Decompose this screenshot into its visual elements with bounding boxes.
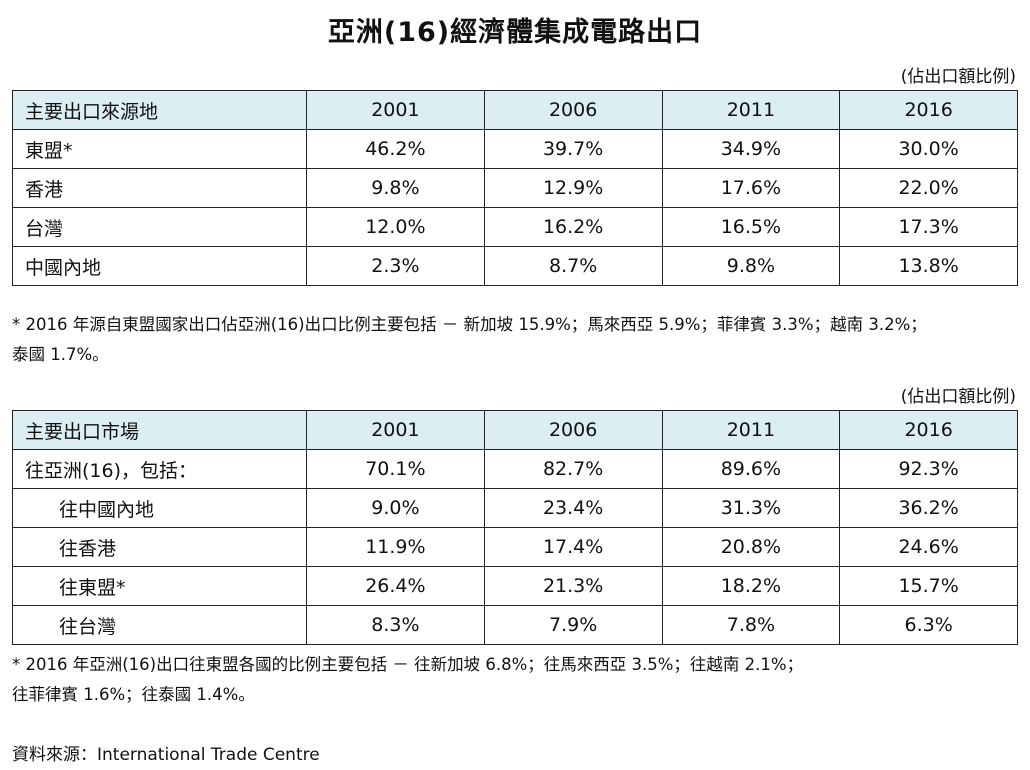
column-header: 主要出口市場 bbox=[12, 410, 307, 450]
table-cell: 16.2% bbox=[483, 207, 663, 247]
table-cell: 2.3% bbox=[306, 246, 485, 286]
table-row: 香港 9.8% 12.9% 17.6% 22.0% bbox=[12, 168, 1018, 208]
table-cell: 17.6% bbox=[661, 168, 841, 208]
table-cell: 7.9% bbox=[483, 605, 663, 645]
row-label: 往香港 bbox=[12, 527, 307, 567]
table-row: 往台灣 8.3% 7.9% 7.8% 6.3% bbox=[12, 605, 1018, 645]
row-label: 往亞洲(16)，包括： bbox=[12, 449, 307, 489]
table1-footnote: * 2016 年源自東盟國家出口佔亞洲(16)出口比例主要包括 － 新加坡 15… bbox=[12, 310, 1022, 370]
source-note: 資料來源：International Trade Centre bbox=[12, 745, 320, 765]
table2-unit-label: (佔出口額比例) bbox=[900, 387, 1016, 407]
table-cell: 12.9% bbox=[483, 168, 663, 208]
table-cell: 8.3% bbox=[306, 605, 485, 645]
table-cell: 20.8% bbox=[661, 527, 841, 567]
table-cell: 82.7% bbox=[483, 449, 663, 489]
table-row: 中國內地 2.3% 8.7% 9.8% 13.8% bbox=[12, 246, 1018, 286]
row-label: 往東盟* bbox=[12, 566, 307, 606]
row-label: 台灣 bbox=[12, 207, 307, 247]
column-header: 2011 bbox=[661, 410, 841, 450]
table-cell: 16.5% bbox=[661, 207, 841, 247]
column-header: 2006 bbox=[483, 410, 663, 450]
table-row: 東盟* 46.2% 39.7% 34.9% 30.0% bbox=[12, 129, 1018, 169]
column-header: 2001 bbox=[306, 410, 485, 450]
column-header: 2016 bbox=[839, 410, 1018, 450]
column-header: 2016 bbox=[839, 90, 1018, 130]
table-cell: 70.1% bbox=[306, 449, 485, 489]
row-label: 香港 bbox=[12, 168, 307, 208]
table-cell: 23.4% bbox=[483, 488, 663, 528]
table-cell: 17.3% bbox=[839, 207, 1018, 247]
table-cell: 11.9% bbox=[306, 527, 485, 567]
column-header: 2001 bbox=[306, 90, 485, 130]
table-cell: 9.8% bbox=[661, 246, 841, 286]
table1-unit-label: (佔出口額比例) bbox=[900, 67, 1016, 87]
table-cell: 6.3% bbox=[839, 605, 1018, 645]
table-header-row: 主要出口市場 2001 2006 2011 2016 bbox=[12, 410, 1018, 450]
table-row: 往香港 11.9% 17.4% 20.8% 24.6% bbox=[12, 527, 1018, 567]
table-cell: 17.4% bbox=[483, 527, 663, 567]
table-cell: 15.7% bbox=[839, 566, 1018, 606]
table2-footnote: * 2016 年亞洲(16)出口往東盟各國的比例主要包括 － 往新加坡 6.8%… bbox=[12, 650, 1022, 710]
table-header-row: 主要出口來源地 2001 2006 2011 2016 bbox=[12, 90, 1018, 130]
table-cell: 18.2% bbox=[661, 566, 841, 606]
table-cell: 26.4% bbox=[306, 566, 485, 606]
table-cell: 21.3% bbox=[483, 566, 663, 606]
footnote-line: * 2016 年源自東盟國家出口佔亞洲(16)出口比例主要包括 － 新加坡 15… bbox=[12, 315, 927, 334]
export-market-table: 主要出口市場 2001 2006 2011 2016 往亞洲(16)，包括： 7… bbox=[12, 410, 1018, 645]
table-cell: 8.7% bbox=[483, 246, 663, 286]
table-cell: 12.0% bbox=[306, 207, 485, 247]
export-source-table: 主要出口來源地 2001 2006 2011 2016 東盟* 46.2% 39… bbox=[12, 90, 1018, 286]
table-row: 台灣 12.0% 16.2% 16.5% 17.3% bbox=[12, 207, 1018, 247]
column-header: 主要出口來源地 bbox=[12, 90, 307, 130]
table-cell: 24.6% bbox=[839, 527, 1018, 567]
column-header: 2011 bbox=[661, 90, 841, 130]
footnote-line: 往菲律賓 1.6%；往泰國 1.4%。 bbox=[12, 685, 255, 704]
table-cell: 13.8% bbox=[839, 246, 1018, 286]
table-cell: 34.9% bbox=[661, 129, 841, 169]
page-title: 亞洲(16)經濟體集成電路出口 bbox=[327, 17, 703, 48]
table-cell: 39.7% bbox=[483, 129, 663, 169]
table-cell: 9.0% bbox=[306, 488, 485, 528]
row-label: 往中國內地 bbox=[12, 488, 307, 528]
table-cell: 30.0% bbox=[839, 129, 1018, 169]
table-cell: 92.3% bbox=[839, 449, 1018, 489]
table-row: 往亞洲(16)，包括： 70.1% 82.7% 89.6% 92.3% bbox=[12, 449, 1018, 489]
table-cell: 89.6% bbox=[661, 449, 841, 489]
row-label: 東盟* bbox=[12, 129, 307, 169]
table-cell: 46.2% bbox=[306, 129, 485, 169]
table-cell: 31.3% bbox=[661, 488, 841, 528]
row-label: 往台灣 bbox=[12, 605, 307, 645]
table-cell: 9.8% bbox=[306, 168, 485, 208]
footnote-line: * 2016 年亞洲(16)出口往東盟各國的比例主要包括 － 往新加坡 6.8%… bbox=[12, 655, 804, 674]
table-cell: 7.8% bbox=[661, 605, 841, 645]
footnote-line: 泰國 1.7%。 bbox=[12, 345, 109, 364]
row-label: 中國內地 bbox=[12, 246, 307, 286]
table-cell: 36.2% bbox=[839, 488, 1018, 528]
table-cell: 22.0% bbox=[839, 168, 1018, 208]
table-row: 往中國內地 9.0% 23.4% 31.3% 36.2% bbox=[12, 488, 1018, 528]
column-header: 2006 bbox=[483, 90, 663, 130]
table-row: 往東盟* 26.4% 21.3% 18.2% 15.7% bbox=[12, 566, 1018, 606]
